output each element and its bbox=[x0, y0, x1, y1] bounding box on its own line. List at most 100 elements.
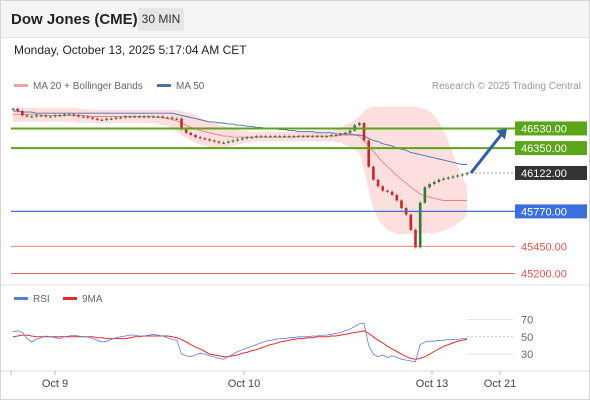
candle-body bbox=[67, 114, 71, 116]
candle-body bbox=[170, 117, 174, 119]
ma50-line bbox=[13, 110, 467, 165]
last-price-label-bg bbox=[515, 165, 587, 180]
candle-body bbox=[339, 133, 342, 136]
candle-body bbox=[81, 116, 85, 118]
candle-body bbox=[156, 116, 160, 118]
candle-body bbox=[329, 135, 333, 137]
candle-body bbox=[30, 116, 34, 118]
legend-swatch-bollinger bbox=[14, 83, 28, 87]
rsi-ma-line bbox=[12, 330, 468, 360]
candle-body bbox=[432, 181, 436, 185]
candle-body bbox=[315, 136, 319, 138]
candle-body bbox=[77, 115, 80, 117]
candle-body bbox=[301, 136, 305, 138]
candle-body bbox=[381, 186, 385, 191]
candle-body bbox=[297, 136, 300, 138]
candle-body bbox=[166, 117, 169, 119]
candle-body bbox=[250, 137, 254, 139]
candle-body bbox=[152, 116, 155, 118]
candle-body bbox=[428, 184, 431, 188]
candle-body bbox=[372, 166, 375, 180]
legend-label-rsi-ma: 9MA bbox=[82, 294, 103, 305]
candle-body bbox=[264, 136, 268, 138]
rsi-tick-30: 30 bbox=[521, 349, 533, 361]
candle-body bbox=[395, 195, 399, 201]
candle-body bbox=[311, 136, 314, 138]
candle-body bbox=[114, 117, 118, 119]
candle-body bbox=[418, 202, 422, 248]
candle-body bbox=[358, 123, 361, 126]
level-label-45200: 45200.00 bbox=[521, 269, 567, 281]
candle-body bbox=[142, 116, 146, 118]
candle-body bbox=[278, 136, 282, 138]
candle-body bbox=[465, 172, 469, 175]
level-label-46122: 46122.00 bbox=[521, 168, 567, 180]
timestamp: Monday, October 13, 2025 5:17:04 AM CET bbox=[14, 43, 247, 57]
candle-body bbox=[273, 136, 277, 138]
candle-body bbox=[348, 130, 352, 133]
candle-body bbox=[180, 118, 183, 130]
candle-body bbox=[212, 140, 216, 142]
x-tick-label: Oct 9 bbox=[42, 378, 68, 390]
candle-body bbox=[325, 136, 328, 138]
candle-body bbox=[236, 139, 239, 141]
candle-body bbox=[147, 116, 151, 118]
candle-body bbox=[95, 118, 99, 120]
level-label-bg-46350 bbox=[515, 141, 587, 156]
candle-body bbox=[124, 116, 127, 118]
candle-body bbox=[306, 136, 310, 138]
bollinger-band-fill bbox=[13, 106, 467, 235]
legend-rsi: RSI bbox=[14, 294, 50, 305]
legend-label-ma50: MA 50 bbox=[176, 81, 205, 92]
legend-swatch-rsi bbox=[14, 296, 28, 300]
candle-body bbox=[194, 135, 197, 138]
candle-body bbox=[189, 132, 193, 135]
candle-body bbox=[222, 142, 225, 144]
rsi-tick-70: 70 bbox=[521, 315, 533, 327]
level-label-bg-45770 bbox=[515, 204, 587, 219]
candle-body bbox=[175, 118, 179, 120]
candle-body bbox=[35, 115, 38, 117]
candle-body bbox=[456, 175, 459, 177]
candle-body bbox=[198, 137, 202, 139]
candle-body bbox=[44, 115, 48, 117]
candle-body bbox=[203, 138, 207, 140]
candle-body bbox=[138, 116, 141, 118]
candle-body bbox=[367, 140, 371, 167]
candle-body bbox=[442, 178, 445, 180]
x-tick-label: Oct 21 bbox=[484, 378, 516, 390]
candle-body bbox=[91, 117, 94, 119]
candle-body bbox=[287, 136, 291, 138]
candle-body bbox=[161, 116, 165, 118]
timeframe-button[interactable]: 30 MIN bbox=[138, 8, 184, 31]
candle-body bbox=[283, 136, 286, 138]
candle-body bbox=[25, 115, 29, 117]
legend-label-rsi: RSI bbox=[33, 294, 50, 305]
candle-body bbox=[58, 115, 62, 117]
legend-label-bollinger: MA 20 + Bollinger Bands bbox=[33, 81, 143, 92]
candle-body bbox=[245, 137, 249, 139]
candle-body bbox=[269, 136, 272, 138]
candle-body bbox=[390, 191, 394, 195]
forecast-arrow-shaft bbox=[469, 131, 505, 174]
candle-body bbox=[128, 116, 132, 118]
legend-bollinger: MA 20 + Bollinger Bands bbox=[14, 81, 143, 92]
candle-body bbox=[133, 116, 136, 118]
candle-body bbox=[255, 136, 258, 138]
candle-body bbox=[362, 123, 366, 141]
candle-body bbox=[16, 108, 19, 111]
legend-rsi-ma: 9MA bbox=[63, 294, 103, 305]
legend-swatch-rsi-ma bbox=[63, 296, 77, 300]
candle-body bbox=[119, 117, 122, 119]
candle-body bbox=[217, 141, 221, 143]
candle-body bbox=[49, 116, 52, 118]
candle-body bbox=[105, 118, 108, 120]
candle-body bbox=[226, 141, 230, 143]
level-label-bg-46530 bbox=[515, 121, 587, 136]
forecast-arrow-head bbox=[496, 128, 507, 140]
x-tick-label: Oct 10 bbox=[228, 378, 260, 390]
candle-body bbox=[292, 136, 296, 138]
candle-body bbox=[451, 176, 455, 178]
